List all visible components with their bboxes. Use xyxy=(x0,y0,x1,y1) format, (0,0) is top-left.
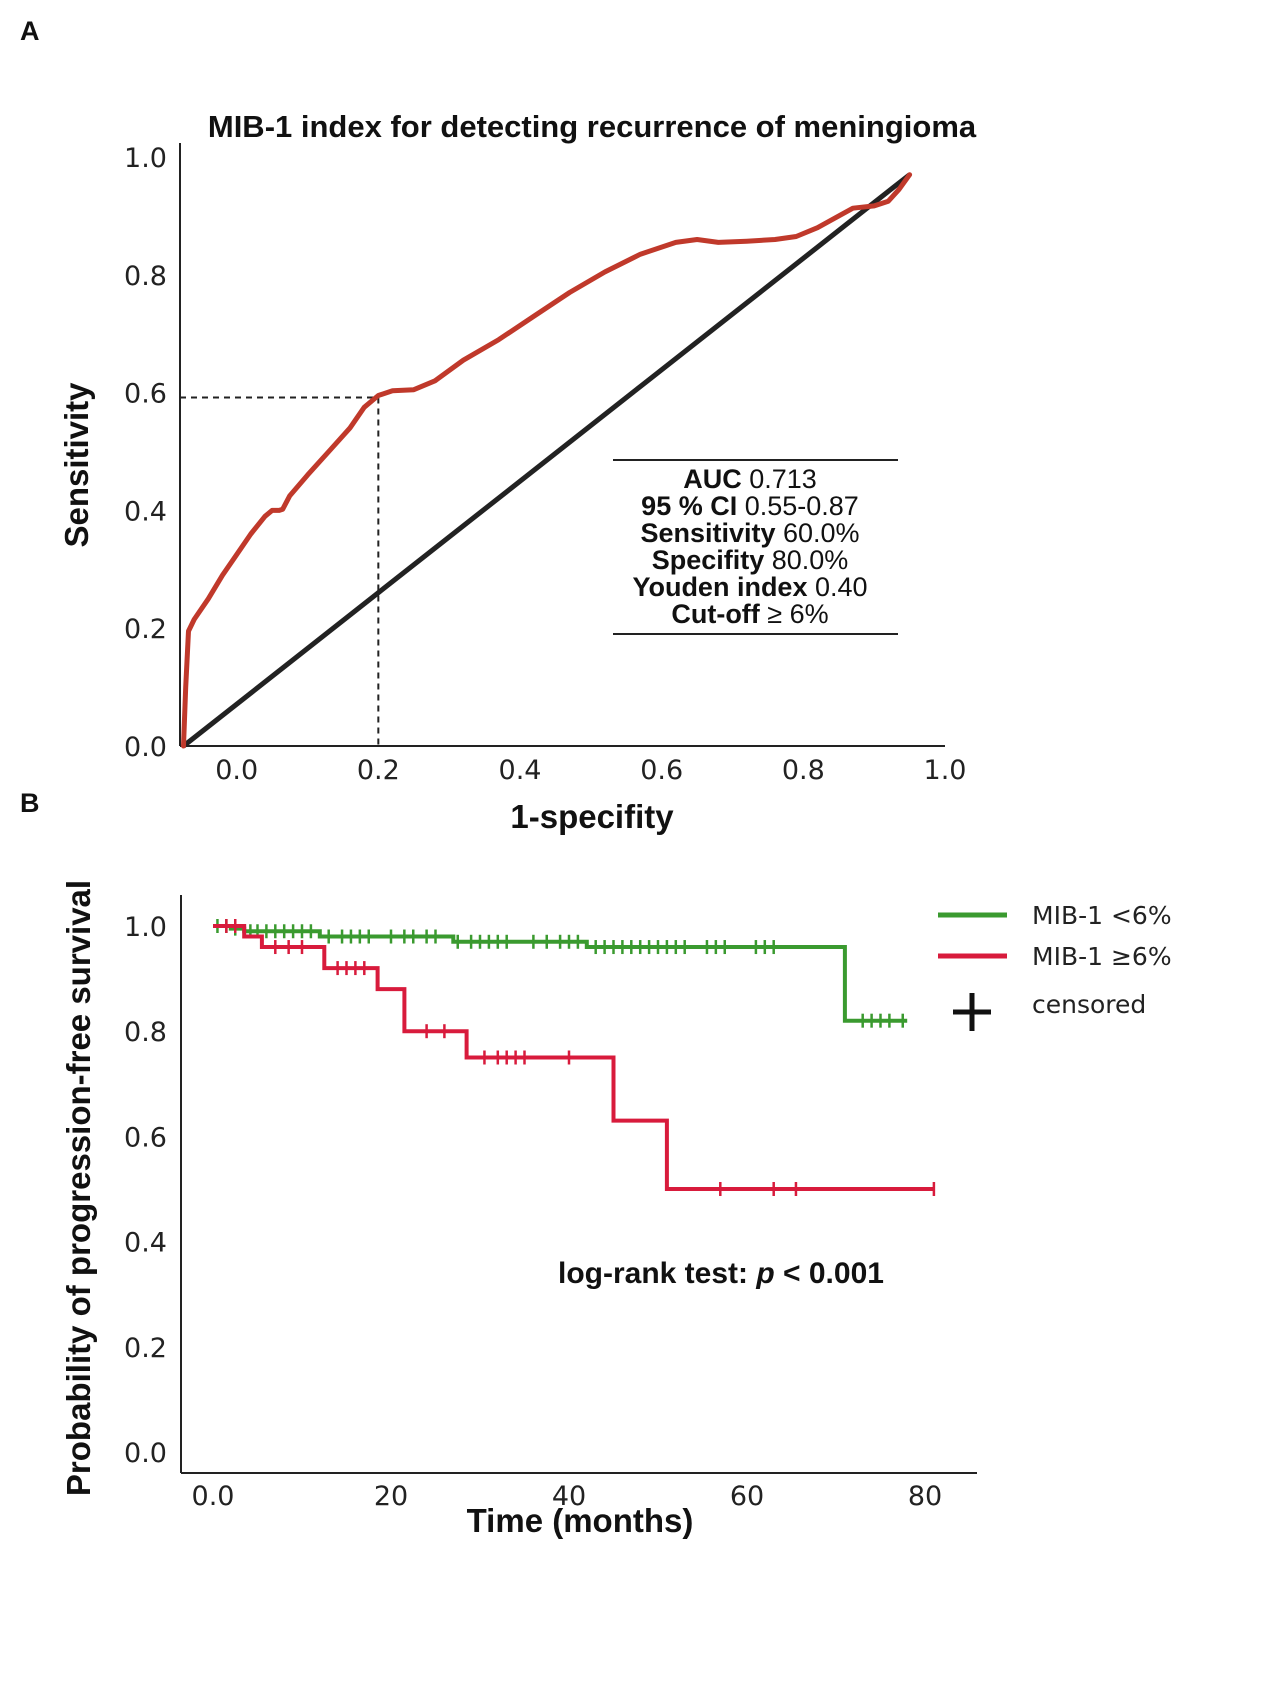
x-tick-label: 40 xyxy=(552,1481,586,1512)
stat-label: Sensitivity xyxy=(640,518,775,548)
x-tick-label: 1.0 xyxy=(924,755,967,786)
x-tick-label: 0.8 xyxy=(782,755,825,786)
roc-curve xyxy=(181,172,913,749)
x-axis-title: Time (months) xyxy=(467,1502,694,1539)
y-tick-label: 0.8 xyxy=(124,1017,167,1048)
x-tick-label: 20 xyxy=(374,1481,408,1512)
x-tick-label: 0.6 xyxy=(640,755,683,786)
chart-title: MIB-1 index for detecting recurrence of … xyxy=(208,109,977,144)
annotation-prefix: log-rank test: xyxy=(558,1257,756,1290)
stat-value: 0.55-0.87 xyxy=(737,491,859,521)
stat-label: AUC xyxy=(683,464,742,494)
y-tick-label: 0.6 xyxy=(124,379,167,410)
legend-label: MIB-1 <6% xyxy=(1032,901,1172,930)
y-tick-label: 0.0 xyxy=(124,1438,167,1469)
survival-curve-low xyxy=(213,924,908,1023)
stat-value: 60.0% xyxy=(776,518,860,548)
annotation-p: p xyxy=(755,1257,774,1290)
x-tick-label: 60 xyxy=(730,1481,764,1512)
stat-row: Sensitivity 60.0% xyxy=(640,518,859,548)
reference-diagonal-line xyxy=(181,172,912,748)
x-tick-label: 0.4 xyxy=(499,755,542,786)
x-tick-label: 0.2 xyxy=(357,755,400,786)
stat-label: 95 % CI xyxy=(641,491,737,521)
stat-row: 95 % CI 0.55-0.87 xyxy=(641,491,859,521)
y-tick-label: 0.2 xyxy=(124,614,167,645)
x-tick-label: 0.0 xyxy=(215,755,258,786)
roc-chart: 0.0 0.2 0.4 0.6 0.8 1.0 0.0 0.2 0.4 0.6 0.8 1.0 MIB-… xyxy=(58,109,977,835)
stat-row: Specifity 80.0% xyxy=(652,545,849,575)
y-tick-label: 0.6 xyxy=(124,1122,167,1153)
y-tick-label: 0.4 xyxy=(124,496,167,527)
y-tick-label: 1.0 xyxy=(124,143,167,174)
legend-label: MIB-1 ≥6% xyxy=(1032,942,1172,971)
stat-value: 0.40 xyxy=(807,572,867,602)
legend-censored-label: censored xyxy=(1032,990,1146,1019)
survival-curve-high xyxy=(213,924,934,1191)
y-tick-label: 0.0 xyxy=(124,732,167,763)
panel-label-a: A xyxy=(20,16,40,46)
y-axis-title: Probability of progression-free survival xyxy=(60,880,97,1496)
x-axis-title: 1-specifity xyxy=(510,798,674,835)
y-tick-label: 0.4 xyxy=(124,1228,167,1259)
logrank-annotation: log-rank test: p < 0.001 xyxy=(558,1257,884,1290)
y-tick-label: 1.0 xyxy=(124,912,167,943)
stat-label: Specifity xyxy=(652,545,765,575)
y-tick-label: 0.8 xyxy=(124,261,167,292)
stat-value: 0.713 xyxy=(742,464,817,494)
stat-row: Youden index 0.40 xyxy=(632,572,867,602)
x-tick-label: 80 xyxy=(908,1481,942,1512)
stat-row: Cut-off ≥ 6% xyxy=(671,599,828,629)
stat-value: ≥ 6% xyxy=(760,599,829,629)
annotation-suffix: < 0.001 xyxy=(775,1257,884,1290)
y-axis-title: Sensitivity xyxy=(58,382,95,548)
stat-label: Youden index xyxy=(632,572,807,602)
stat-value: 80.0% xyxy=(764,545,848,575)
stat-row: AUC 0.713 xyxy=(683,464,817,494)
y-tick-label: 0.2 xyxy=(124,1333,167,1364)
stat-label: Cut-off xyxy=(671,599,760,629)
x-tick-label: 0.0 xyxy=(192,1481,235,1512)
panel-label-b: B xyxy=(20,788,40,818)
